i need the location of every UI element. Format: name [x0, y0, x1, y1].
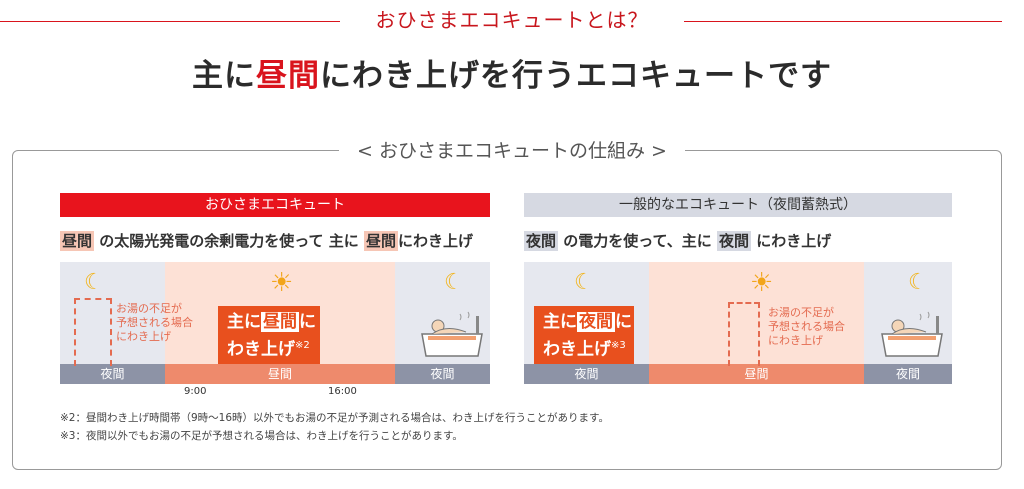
extra-heating-note: お湯の不足が 予想される場合 にわき上げ: [116, 302, 193, 343]
moon-icon: ☾: [908, 270, 928, 295]
heating-callout: 主に 昼間に わき上げ※2: [218, 306, 320, 364]
right-panel-header: 一般的なエコキュート（夜間蓄熱式）: [524, 193, 952, 217]
page-title: 主に昼間にわき上げを行うエコキュートです: [192, 58, 832, 94]
time-label: 9:00: [184, 386, 207, 397]
heating-callout: 主に 夜間に わき上げ※3: [534, 306, 634, 364]
right-timeline: 夜間 昼間 夜間 ☾ ☀ ☾ 主に 夜間に わき上げ※3 お湯の不足が 予想される…: [524, 262, 952, 384]
extra-heating-marker: [74, 298, 112, 366]
bath-icon: [881, 311, 943, 357]
left-timeline: 夜間 昼間 夜間 ☾ ☀ ☾ お湯の不足が 予想される場合 にわき上げ 主に 昼間…: [60, 262, 490, 397]
top-rule-left: [0, 21, 340, 22]
extra-heating-note: お湯の不足が 予想される場合 にわき上げ: [768, 306, 845, 347]
moon-icon: ☾: [84, 270, 104, 295]
bar-night: 夜間: [395, 364, 490, 384]
bath-icon: [421, 311, 483, 357]
mechanism-title: < おひさまエコキュートの仕組み >: [0, 136, 1024, 163]
section-heading: おひさまエコキュートとは？: [375, 8, 649, 32]
sun-icon: ☀: [270, 268, 294, 298]
bar-night: 夜間: [864, 364, 952, 384]
bar-day: 昼間: [649, 364, 864, 384]
moon-icon: ☾: [574, 270, 594, 295]
bar-night: 夜間: [60, 364, 165, 384]
bar-night: 夜間: [524, 364, 649, 384]
right-subtitle: 夜間 の電力を使って、主に 夜間 にわき上げ: [524, 231, 832, 251]
left-subtitle: 昼間 の太陽光発電の余剰電力を使って 主に 昼間 にわき上げ: [60, 231, 473, 251]
bar-day: 昼間: [165, 364, 395, 384]
left-panel-header: おひさまエコキュート: [60, 193, 490, 217]
title-highlight: 昼間: [256, 58, 320, 94]
sun-icon: ☀: [750, 268, 774, 298]
moon-icon: ☾: [444, 270, 464, 295]
time-label: 16:00: [328, 386, 357, 397]
top-rule-right: [684, 21, 1002, 22]
footnote: ※3：夜間以外でもお湯の不足が予想される場合は、わき上げを行うことがあります。: [60, 430, 463, 442]
footnote: ※2：昼間わき上げ時間帯（9時〜16時）以外でもお湯の不足が予測される場合は、わ…: [60, 412, 609, 424]
extra-heating-marker: [728, 302, 760, 366]
